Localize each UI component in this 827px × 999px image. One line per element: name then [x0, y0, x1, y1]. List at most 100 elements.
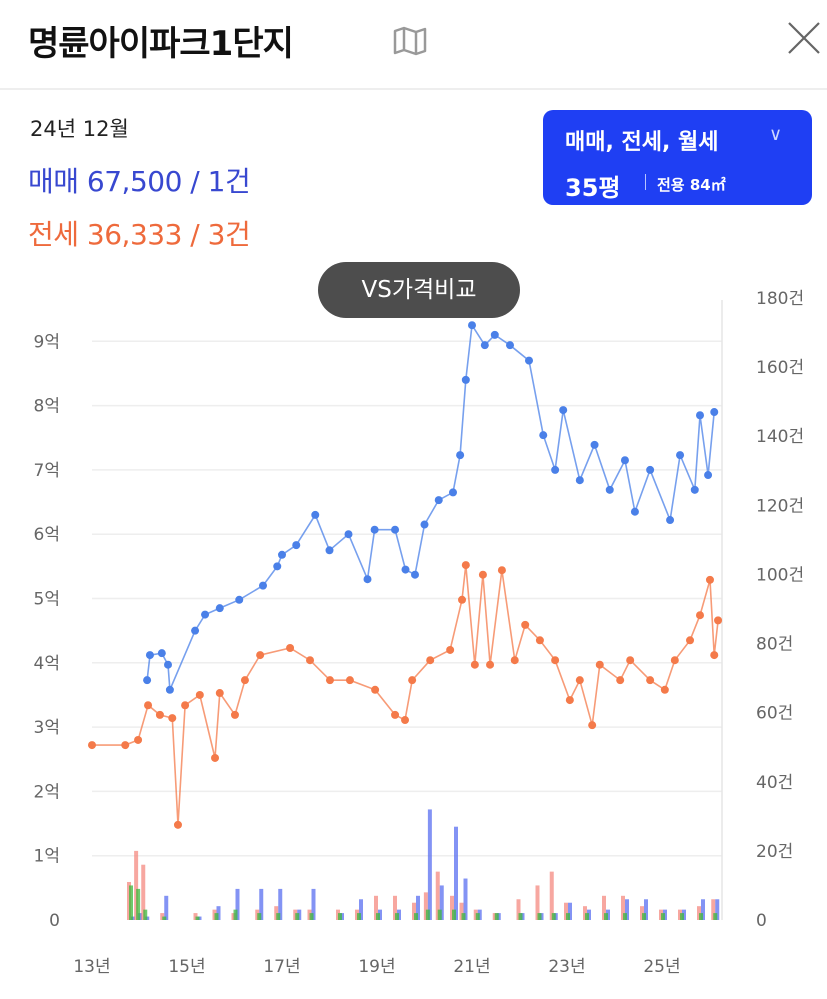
right-axis-tick-label: 100건 [756, 565, 804, 585]
volume-bar-jeonse [450, 895, 454, 920]
volume-bar-jeonse [711, 899, 716, 920]
volume-bar-sale [278, 888, 283, 920]
jeonse-price-point [215, 689, 224, 698]
jeonse-price-point [121, 741, 130, 750]
volume-bar-wolse [680, 913, 684, 920]
jeonse-price-point [714, 616, 723, 625]
jeonse-price-point [240, 676, 249, 685]
x-axis-tick-label: 13년 [73, 957, 110, 977]
jeonse-price-point [230, 710, 239, 719]
volume-bar-wolse [452, 909, 456, 920]
trade-type-filter-button[interactable]: 매매, 전세, 월세 ∨ 35평 전용 84㎡ [543, 110, 812, 205]
volume-bar-jeonse [412, 902, 416, 920]
volume-bar-sale [164, 895, 169, 920]
vs-price-compare-button[interactable]: VS가격비교 [318, 262, 520, 318]
x-axis-tick-label: 17년 [263, 957, 300, 977]
sale-price-point [201, 610, 210, 619]
sale-price-point [490, 330, 499, 339]
jeonse-price-point [575, 676, 584, 685]
sale-price-point [630, 507, 639, 516]
sale-summary: 매매 67,500 / 1건 [28, 165, 251, 198]
jeonse-price-point [470, 660, 479, 669]
sale-price-point [506, 341, 514, 350]
volume-bar-jeonse [435, 871, 440, 920]
jeonse-price-point [486, 660, 495, 669]
selected-month: 24년 12월 [30, 117, 129, 141]
jeonse-price-point [256, 651, 265, 660]
sale-price-point [344, 530, 353, 539]
right-axis-tick-label: 0 [756, 911, 767, 931]
sale-price-point [143, 676, 152, 685]
sale-price-point [676, 451, 685, 460]
volume-bar-sale [568, 902, 572, 920]
x-axis-tick-label: 25년 [643, 957, 680, 977]
sale-price-point [278, 550, 286, 559]
right-axis-tick-label: 80건 [756, 635, 793, 655]
sale-price-point [215, 604, 224, 613]
sale-price-point [468, 321, 476, 330]
sale-price-point [273, 562, 282, 571]
left-axis-tick-label: 3억 [34, 718, 60, 738]
volume-bar-sale [463, 878, 468, 920]
sale-price-point [696, 411, 704, 420]
volume-bar-sale [416, 895, 420, 920]
trade-types-label: 매매, 전세, 월세 [565, 130, 719, 155]
volume-bar-wolse [518, 913, 523, 920]
page-title: 명륜아이파크1단지 [28, 24, 294, 64]
jeonse-price-point [696, 611, 704, 620]
volume-bar-wolse [295, 913, 300, 920]
sale-price-point [311, 510, 320, 519]
volume-bar-jeonse [374, 895, 378, 920]
left-axis-tick-label: 7억 [34, 461, 60, 481]
jeonse-price-point [195, 690, 204, 699]
right-axis-tick-label: 20건 [756, 842, 793, 862]
sale-price-point [391, 525, 400, 534]
volume-bar-wolse [713, 913, 718, 920]
volume-bar-wolse [604, 913, 608, 920]
left-axis-tick-label: 6억 [34, 525, 60, 545]
jeonse-price-point [565, 696, 574, 705]
jeonse-price-point [497, 566, 506, 575]
volume-bar-wolse [661, 913, 665, 920]
left-axis-tick-label: 2억 [34, 782, 60, 802]
volume-bar-wolse [537, 913, 542, 920]
sale-price-point [157, 649, 166, 658]
sale-price-point [480, 341, 489, 350]
sale-price-point [145, 651, 154, 660]
volume-bar-sale [644, 899, 648, 920]
right-axis-tick-label: 180건 [756, 289, 804, 309]
volume-bar-jeonse [621, 895, 625, 920]
chevron-down-icon: ∨ [769, 124, 783, 145]
volume-bar-jeonse [134, 850, 139, 920]
left-axis-tick-label: 8억 [34, 397, 60, 417]
x-axis-tick-label: 21년 [453, 957, 490, 977]
jeonse-price-point [478, 570, 487, 579]
sale-price-point [191, 626, 200, 635]
sale-price-point [411, 570, 419, 579]
jeonse-price-point [710, 651, 719, 660]
left-axis-tick-label: 4억 [34, 654, 60, 674]
sale-price-point [620, 456, 629, 465]
right-axis-tick-label: 160건 [756, 358, 804, 378]
jeonse-price-point [286, 644, 295, 653]
sale-price-point [551, 465, 560, 474]
volume-bar-wolse [437, 909, 442, 920]
left-axis-tick-label: 0 [49, 911, 60, 931]
sale-price-point [666, 516, 675, 525]
volume-bar-jeonse [459, 902, 464, 920]
jeonse-price-point [588, 721, 597, 730]
volume-bar-jeonse [535, 885, 540, 920]
jeonse-price-point [88, 741, 96, 750]
jeonse-price-point [551, 656, 560, 665]
map-icon[interactable] [392, 26, 428, 56]
volume-bar-wolse [276, 913, 281, 920]
jeonse-price-point [168, 714, 177, 723]
volume-bar-wolse [566, 913, 570, 920]
volume-bar-jeonse [516, 899, 521, 920]
volume-bar-wolse [425, 909, 430, 920]
sale-price-point [646, 465, 655, 474]
volume-bar-jeonse [564, 902, 568, 920]
close-icon[interactable] [786, 20, 822, 56]
volume-bar-wolse [129, 885, 133, 920]
